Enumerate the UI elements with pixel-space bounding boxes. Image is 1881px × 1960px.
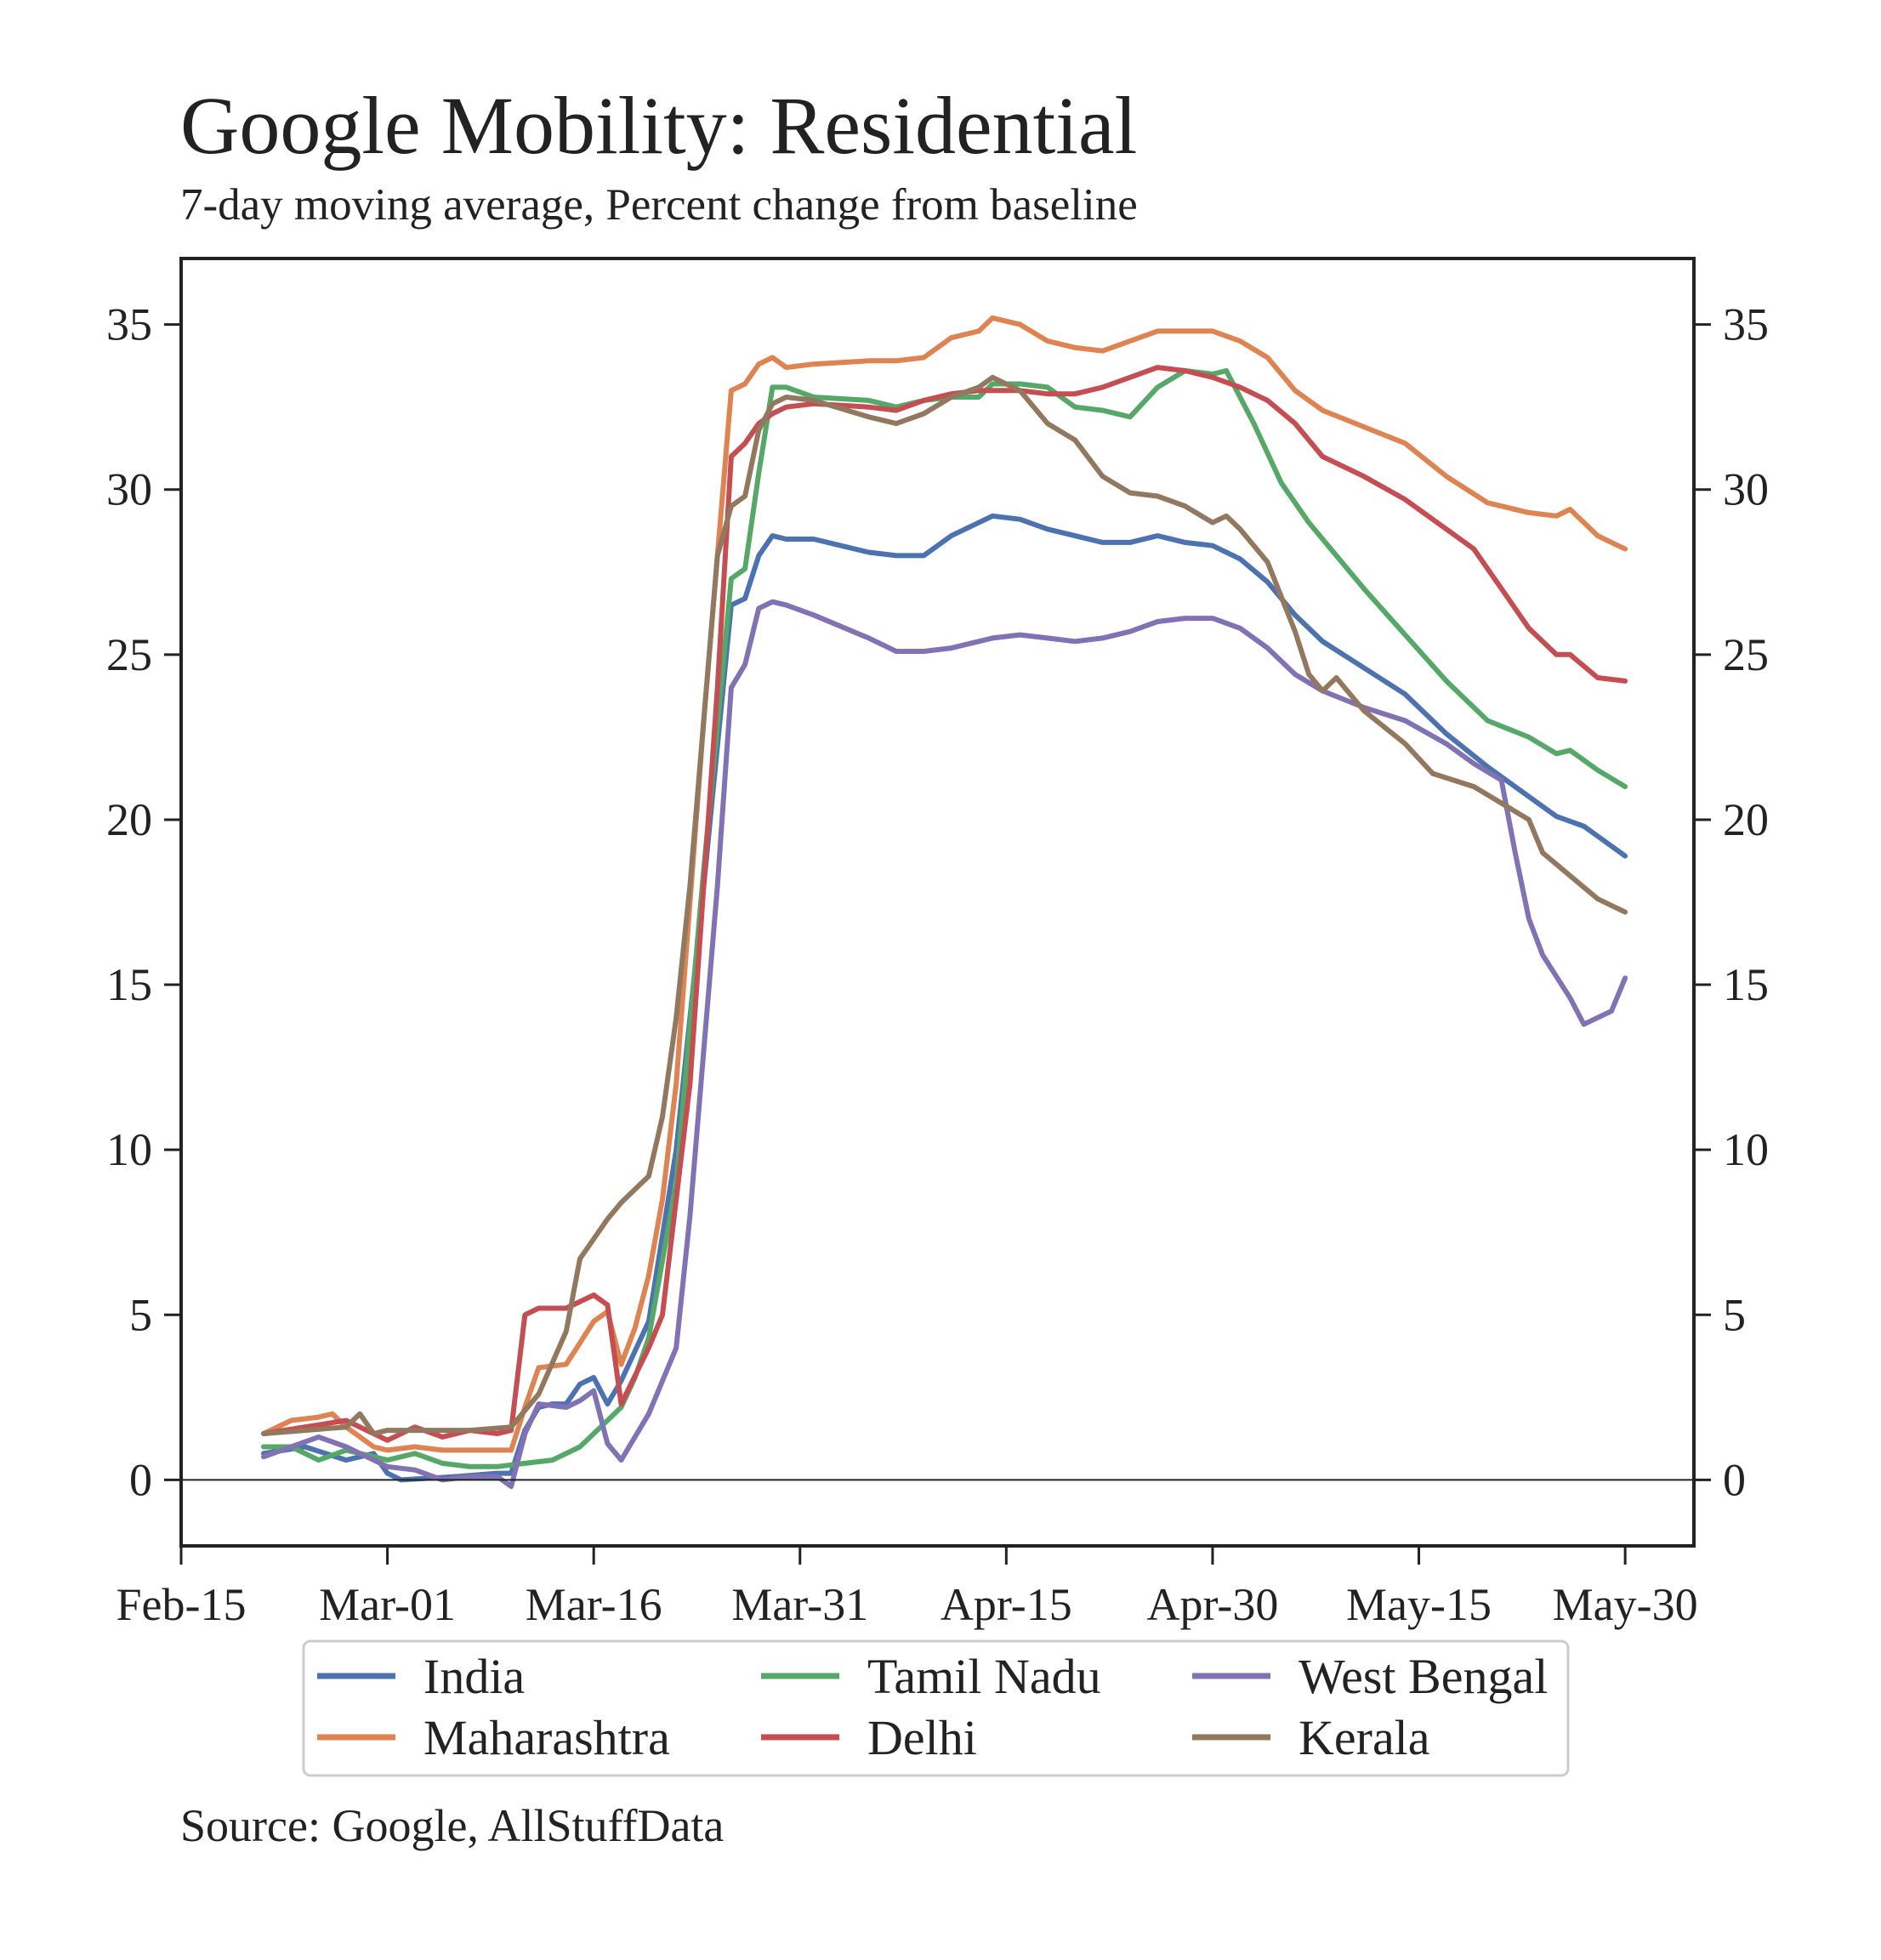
chart-source: Source: Google, AllStuffData: [180, 1800, 725, 1851]
legend-label-5: Kerala: [1299, 1710, 1430, 1765]
series-line-1: [261, 315, 1628, 1453]
y-tick-label-left: 10: [106, 1124, 152, 1175]
legend-label-4: West Bengal: [1299, 1649, 1548, 1704]
series-line-5: [261, 374, 1628, 1436]
y-tick-label-right: 20: [1723, 794, 1769, 845]
chart-subtitle: 7-day moving average, Percent change fro…: [180, 180, 1138, 230]
x-tick-label: May-15: [1346, 1579, 1492, 1630]
chart-title: Google Mobility: Residential: [180, 80, 1138, 171]
y-tick-label-right: 15: [1723, 959, 1769, 1010]
y-tick-label-left: 15: [106, 959, 152, 1010]
x-tick-label: Mar-31: [731, 1579, 868, 1630]
y-tick-label-left: 30: [106, 464, 152, 515]
x-tick-label: Feb-15: [116, 1579, 247, 1630]
x-tick-label: Apr-30: [1147, 1579, 1279, 1630]
y-tick-label-left: 5: [129, 1289, 152, 1340]
y-tick-label-right: 0: [1723, 1454, 1746, 1505]
x-tick-label: Apr-15: [940, 1579, 1072, 1630]
series-line-4: [261, 599, 1628, 1490]
y-tick-label-right: 25: [1723, 629, 1769, 680]
y-tick-label-left: 25: [106, 629, 152, 680]
series-layer: [261, 315, 1628, 1490]
axis-layer: 0 0 5 5 10 10 15 15 20 20 25 25 30 30 35 35 Feb-15 Mar-01…: [106, 299, 1769, 1630]
series-line-2: [261, 368, 1628, 1469]
series-line-0: [261, 513, 1628, 1483]
y-tick-label-right: 35: [1723, 299, 1769, 350]
x-tick-label: Mar-01: [319, 1579, 456, 1630]
legend: India Maharashtra Tamil Nadu Delhi West Beng…: [317, 1649, 1548, 1765]
series-line-3: [261, 365, 1628, 1443]
legend-label-1: Maharashtra: [423, 1710, 670, 1765]
y-tick-label-right: 5: [1723, 1289, 1746, 1340]
legend-label-0: India: [423, 1649, 525, 1704]
x-tick-label: May-30: [1553, 1579, 1698, 1630]
plot-frame: [179, 257, 1696, 1548]
y-tick-label-left: 35: [106, 299, 152, 350]
y-tick-label-left: 20: [106, 794, 152, 845]
x-tick-label: Mar-16: [526, 1579, 662, 1630]
y-tick-label-right: 10: [1723, 1124, 1769, 1175]
legend-label-3: Delhi: [867, 1710, 977, 1765]
y-tick-label-right: 30: [1723, 464, 1769, 515]
y-tick-label-left: 0: [129, 1454, 152, 1505]
legend-label-2: Tamil Nadu: [867, 1649, 1101, 1704]
